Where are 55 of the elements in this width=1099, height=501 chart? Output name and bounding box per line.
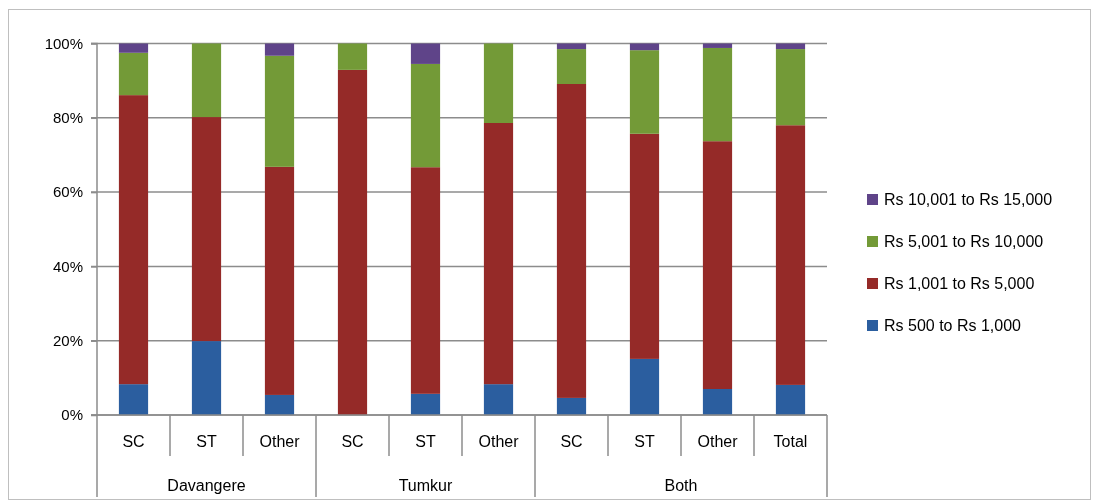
x-tick-label: ST xyxy=(634,433,655,450)
x-tick-label: SC xyxy=(341,433,364,450)
bar xyxy=(410,43,441,64)
bar xyxy=(191,341,222,415)
bar xyxy=(118,52,149,96)
bar xyxy=(629,50,660,134)
bar xyxy=(118,43,149,53)
bar xyxy=(775,125,806,385)
x-tick-label: Total xyxy=(773,433,808,450)
bar xyxy=(337,69,368,415)
x-tick-label: ST xyxy=(415,433,436,450)
bar xyxy=(629,133,660,359)
y-tick-label: 0% xyxy=(61,406,83,424)
bar xyxy=(264,43,295,56)
y-tick-label: 40% xyxy=(52,257,83,275)
x-tick-label: Other xyxy=(697,433,739,450)
legend-label: Rs 5,001 to Rs 10,000 xyxy=(884,233,1044,250)
bar xyxy=(483,384,514,415)
x-tick-label: SC xyxy=(560,433,583,450)
bar xyxy=(264,394,295,415)
y-tick-label: 20% xyxy=(52,332,83,349)
bar xyxy=(556,49,587,84)
text: Both xyxy=(664,477,698,494)
bar xyxy=(702,141,733,389)
y-tick-label: 100% xyxy=(44,34,83,52)
bar xyxy=(775,49,806,126)
bar xyxy=(629,358,660,415)
y-tick-label: 80% xyxy=(52,109,83,127)
bar xyxy=(191,117,222,342)
x-tick-label: Other xyxy=(478,433,520,450)
bar xyxy=(556,83,587,398)
bar xyxy=(410,393,441,415)
bar xyxy=(483,43,514,123)
x-tick-label: ST xyxy=(196,433,217,450)
bar xyxy=(775,384,806,415)
bar xyxy=(264,55,295,167)
bar xyxy=(410,63,441,168)
legend-label: Rs 500 to Rs 1,000 xyxy=(884,317,1022,334)
bar xyxy=(191,43,222,118)
bar xyxy=(264,166,295,395)
bar xyxy=(337,43,368,70)
bar xyxy=(483,123,514,385)
bar xyxy=(556,397,587,415)
legend-label: Rs 10,001 to Rs 15,000 xyxy=(884,191,1053,208)
x-tick-label: Other xyxy=(259,433,301,450)
x-tick-label: SC xyxy=(122,433,145,450)
bar xyxy=(702,389,733,415)
bar xyxy=(118,384,149,415)
text: Tumkur xyxy=(398,477,453,494)
legend-label: Rs 1,001 to Rs 5,000 xyxy=(884,275,1035,292)
text: Davangere xyxy=(167,477,246,494)
bar xyxy=(410,167,441,394)
y-tick-label: 60% xyxy=(52,183,83,201)
bar xyxy=(702,47,733,142)
bar xyxy=(118,95,149,385)
